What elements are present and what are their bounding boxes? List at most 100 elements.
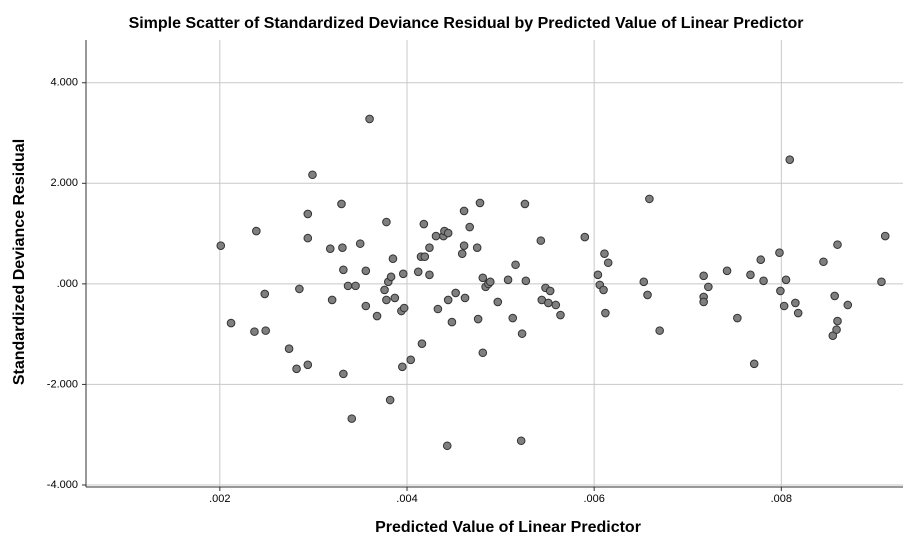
point: [704, 282, 713, 292]
x-axis-label: Predicted Value of Linear Predictor: [375, 519, 641, 536]
point: [327, 295, 337, 305]
point: [478, 348, 488, 358]
point: [544, 298, 553, 308]
point: [819, 257, 828, 267]
point: [756, 255, 766, 265]
point: [472, 243, 482, 252]
point: [419, 219, 429, 229]
point: [361, 301, 371, 311]
point: [386, 272, 396, 282]
point: [880, 231, 890, 241]
point: [292, 364, 301, 374]
point: [536, 236, 546, 245]
point: [521, 276, 531, 286]
point: [459, 206, 469, 216]
point: [793, 308, 803, 318]
point: [433, 304, 443, 314]
point: [347, 414, 357, 423]
point: [580, 232, 590, 242]
point: [372, 311, 382, 321]
point: [460, 293, 470, 303]
point: [226, 318, 236, 328]
y-tick-label: -4.000: [47, 479, 78, 491]
point: [442, 441, 452, 451]
point: [343, 281, 353, 291]
point: [473, 314, 483, 324]
point: [511, 260, 520, 270]
point: [459, 241, 469, 250]
point: [779, 301, 789, 311]
point: [517, 329, 527, 338]
point: [639, 277, 649, 287]
point: [699, 271, 708, 281]
point: [303, 209, 313, 219]
point: [337, 199, 346, 209]
point: [308, 170, 317, 180]
point: [385, 395, 395, 405]
point: [828, 331, 838, 340]
point: [556, 310, 565, 320]
point: [382, 217, 391, 227]
points: [216, 114, 890, 451]
point: [599, 285, 608, 295]
point: [417, 339, 427, 348]
point: [545, 286, 555, 296]
point: [361, 266, 371, 276]
point: [295, 284, 304, 294]
x-tick-label: .006: [583, 493, 604, 505]
point: [260, 289, 270, 299]
point: [699, 297, 708, 307]
point: [425, 270, 434, 280]
point: [485, 277, 495, 287]
point: [503, 275, 513, 285]
point: [339, 265, 348, 275]
point: [843, 300, 853, 310]
y-tick-label: 2.000: [50, 177, 78, 189]
point: [833, 316, 842, 326]
point: [252, 226, 261, 236]
point: [781, 275, 791, 285]
point: [832, 325, 841, 334]
point: [451, 288, 460, 298]
point: [603, 258, 613, 268]
point: [493, 297, 503, 307]
point: [478, 273, 488, 283]
point: [508, 313, 518, 323]
point: [775, 248, 784, 257]
point: [593, 270, 603, 280]
point: [447, 317, 457, 327]
point: [338, 243, 347, 252]
point: [325, 244, 335, 253]
point: [551, 300, 561, 310]
point: [420, 252, 430, 262]
point: [465, 222, 474, 232]
point: [398, 362, 407, 372]
point: [785, 155, 795, 164]
grid: [82, 40, 903, 491]
point: [457, 249, 467, 258]
point: [877, 277, 886, 287]
point: [406, 355, 416, 365]
point: [284, 344, 294, 354]
point: [443, 228, 453, 238]
point: [749, 359, 759, 369]
point: [303, 360, 313, 370]
point: [601, 308, 610, 318]
point: [746, 270, 755, 280]
chart-title: Simple Scatter of Standardized Deviance …: [129, 15, 804, 32]
point: [655, 326, 664, 335]
point: [216, 241, 226, 250]
point: [776, 286, 785, 296]
point: [398, 269, 408, 279]
point: [351, 281, 360, 291]
point: [516, 436, 526, 446]
point: [399, 303, 409, 313]
y-tick-label: 4.000: [50, 77, 78, 89]
point: [261, 326, 270, 335]
point: [303, 233, 313, 243]
y-axis-label: Standardized Deviance Residual: [11, 139, 28, 385]
point: [833, 240, 842, 249]
point: [380, 285, 389, 295]
y-tick-label: -2.000: [47, 378, 78, 390]
